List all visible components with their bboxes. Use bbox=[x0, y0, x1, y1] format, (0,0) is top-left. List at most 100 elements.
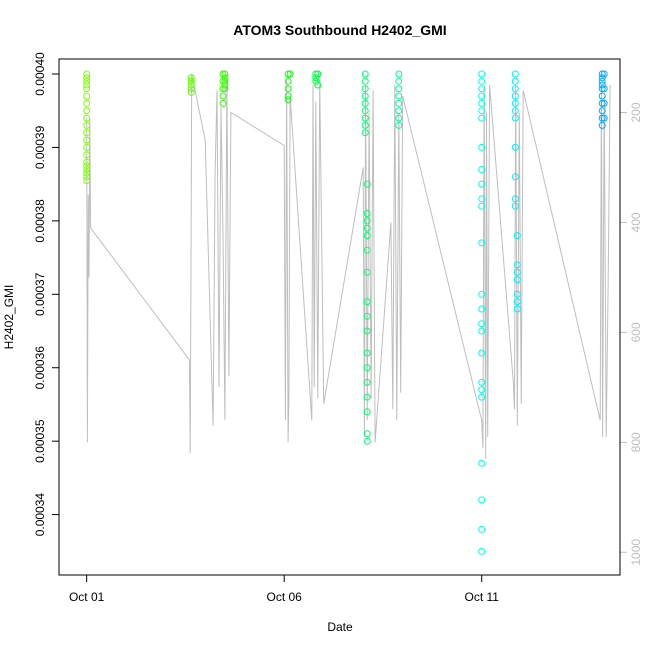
data-point bbox=[83, 121, 91, 129]
data-point bbox=[478, 85, 486, 93]
data-point bbox=[219, 85, 227, 93]
data-point bbox=[511, 195, 519, 203]
data-point bbox=[314, 70, 322, 78]
data-point bbox=[478, 386, 486, 394]
data-point bbox=[187, 81, 195, 89]
data-point bbox=[395, 85, 403, 93]
data-point bbox=[83, 70, 91, 78]
data-points-layer bbox=[83, 70, 608, 555]
data-point bbox=[363, 232, 371, 240]
data-point bbox=[83, 136, 91, 144]
data-point bbox=[363, 210, 371, 217]
y-axis-label: H2402_GMI bbox=[2, 285, 16, 350]
data-point bbox=[187, 74, 195, 82]
data-point bbox=[598, 74, 606, 82]
right-tick-label: 400 bbox=[629, 212, 643, 232]
series-9 bbox=[598, 70, 608, 129]
data-point bbox=[363, 378, 371, 386]
data-point bbox=[187, 77, 195, 85]
data-point bbox=[478, 393, 486, 401]
data-point bbox=[361, 114, 369, 122]
data-point bbox=[219, 92, 227, 100]
data-point bbox=[395, 70, 403, 78]
data-point bbox=[598, 70, 606, 78]
data-point bbox=[513, 232, 521, 240]
x-tick-label: Oct 11 bbox=[464, 590, 499, 604]
y-tick-label: 0.00035 bbox=[33, 419, 47, 463]
series-7 bbox=[478, 70, 486, 555]
data-point bbox=[83, 158, 91, 166]
data-point bbox=[600, 114, 608, 122]
data-point bbox=[513, 298, 521, 306]
data-point bbox=[395, 121, 403, 129]
data-point bbox=[478, 547, 486, 555]
data-point bbox=[513, 305, 521, 313]
data-point bbox=[363, 437, 371, 445]
data-point bbox=[83, 114, 91, 122]
data-point bbox=[478, 107, 486, 115]
data-point bbox=[478, 180, 486, 188]
data-point bbox=[513, 261, 521, 269]
data-point bbox=[598, 114, 606, 122]
data-point bbox=[478, 349, 486, 357]
data-point bbox=[83, 169, 91, 177]
data-point bbox=[312, 74, 320, 82]
data-point bbox=[361, 70, 369, 78]
data-point bbox=[478, 239, 486, 247]
data-point bbox=[511, 143, 519, 151]
data-point bbox=[511, 173, 519, 181]
series-2 bbox=[219, 70, 229, 107]
data-point bbox=[478, 525, 486, 533]
data-point bbox=[478, 290, 486, 298]
data-point bbox=[363, 180, 371, 188]
data-point bbox=[284, 92, 292, 100]
data-point bbox=[361, 121, 369, 129]
data-point bbox=[478, 320, 486, 328]
data-point bbox=[511, 202, 519, 210]
data-point bbox=[363, 268, 371, 276]
data-point bbox=[83, 81, 91, 89]
series-1 bbox=[187, 74, 195, 96]
data-point bbox=[83, 85, 91, 93]
y-tick-label: 0.00037 bbox=[33, 272, 47, 316]
data-point bbox=[187, 85, 195, 93]
data-point bbox=[83, 99, 91, 107]
data-point bbox=[395, 114, 403, 122]
data-point bbox=[83, 77, 91, 85]
data-point bbox=[187, 88, 195, 96]
data-point bbox=[284, 96, 292, 104]
data-point bbox=[478, 77, 486, 85]
data-point bbox=[598, 77, 606, 85]
right-tick-label: 800 bbox=[629, 432, 643, 452]
plot-frame bbox=[58, 58, 621, 576]
data-point bbox=[363, 364, 371, 372]
data-point bbox=[221, 70, 229, 78]
data-point bbox=[478, 305, 486, 313]
data-point bbox=[284, 70, 292, 78]
data-point bbox=[284, 77, 292, 85]
data-point bbox=[363, 327, 371, 335]
data-point bbox=[511, 70, 519, 78]
x-tick-label: Oct 06 bbox=[267, 590, 303, 604]
data-point bbox=[598, 107, 606, 115]
data-point bbox=[478, 70, 486, 78]
data-point bbox=[314, 81, 322, 89]
data-point bbox=[511, 77, 519, 85]
data-point bbox=[598, 121, 606, 129]
y-tick-label: 0.00039 bbox=[33, 125, 47, 169]
data-point bbox=[312, 70, 320, 78]
data-point bbox=[83, 162, 91, 170]
data-point bbox=[83, 151, 91, 159]
data-point bbox=[219, 99, 227, 107]
data-point bbox=[478, 114, 486, 122]
data-point bbox=[361, 77, 369, 85]
data-point bbox=[83, 166, 91, 173]
data-point bbox=[363, 217, 371, 225]
data-point bbox=[478, 99, 486, 107]
series-8 bbox=[511, 70, 521, 313]
data-point bbox=[513, 268, 521, 276]
data-point bbox=[361, 85, 369, 93]
data-point bbox=[478, 496, 486, 504]
data-point bbox=[363, 408, 371, 416]
